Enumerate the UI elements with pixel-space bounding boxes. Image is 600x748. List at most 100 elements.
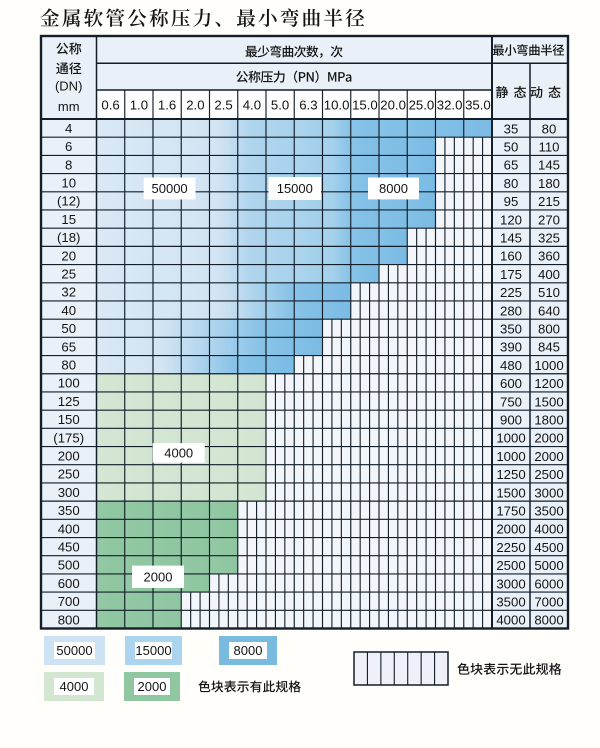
svg-text:500: 500 (58, 558, 80, 573)
svg-text:15000: 15000 (277, 181, 313, 196)
svg-text:1500: 1500 (496, 485, 525, 500)
svg-text:40: 40 (61, 303, 76, 318)
svg-text:15.0: 15.0 (352, 97, 378, 112)
svg-text:20.0: 20.0 (380, 97, 406, 112)
svg-text:15: 15 (61, 212, 76, 227)
svg-text:480: 480 (500, 358, 522, 373)
svg-text:4000: 4000 (164, 446, 193, 461)
svg-text:900: 900 (500, 413, 522, 428)
svg-text:35.0: 35.0 (465, 97, 491, 112)
svg-text:3000: 3000 (496, 576, 525, 591)
svg-text:32: 32 (61, 285, 76, 300)
svg-text:4000: 4000 (496, 613, 525, 628)
svg-text:50000: 50000 (152, 181, 188, 196)
svg-text:250: 250 (58, 467, 80, 482)
svg-text:2000: 2000 (496, 522, 525, 537)
svg-text:4.0: 4.0 (243, 97, 261, 112)
svg-text:80: 80 (61, 358, 76, 373)
svg-text:50000: 50000 (56, 643, 92, 658)
svg-text:2250: 2250 (496, 540, 525, 555)
svg-text:4000: 4000 (60, 679, 89, 694)
svg-text:225: 225 (500, 285, 522, 300)
svg-text:1800: 1800 (534, 413, 563, 428)
svg-text:50: 50 (504, 140, 519, 155)
svg-text:3500: 3500 (534, 504, 563, 519)
svg-text:1200: 1200 (534, 376, 563, 391)
svg-text:1500: 1500 (534, 394, 563, 409)
svg-text:145: 145 (538, 158, 560, 173)
svg-text:50: 50 (61, 321, 76, 336)
svg-text:125: 125 (58, 394, 80, 409)
svg-text:280: 280 (500, 303, 522, 318)
svg-text:390: 390 (500, 340, 522, 355)
svg-text:100: 100 (58, 376, 80, 391)
svg-text:95: 95 (504, 194, 519, 209)
svg-text:7000: 7000 (534, 595, 563, 610)
svg-text:25: 25 (61, 267, 76, 282)
svg-text:300: 300 (58, 485, 80, 500)
svg-text:510: 510 (538, 285, 560, 300)
svg-text:8000: 8000 (379, 181, 408, 196)
svg-text:3000: 3000 (534, 485, 563, 500)
svg-text:10.0: 10.0 (324, 97, 350, 112)
svg-text:25.0: 25.0 (409, 97, 435, 112)
svg-text:360: 360 (538, 249, 560, 264)
svg-text:35: 35 (504, 121, 519, 136)
svg-text:(DN): (DN) (55, 78, 82, 93)
svg-text:350: 350 (58, 503, 80, 518)
svg-text:65: 65 (504, 158, 519, 173)
svg-text:110: 110 (538, 140, 559, 155)
svg-text:145: 145 (500, 231, 522, 246)
svg-text:1000: 1000 (496, 431, 525, 446)
svg-text:1.0: 1.0 (130, 97, 148, 112)
svg-text:20: 20 (61, 248, 76, 263)
svg-text:3500: 3500 (496, 595, 525, 610)
svg-text:350: 350 (500, 322, 522, 337)
svg-text:2000: 2000 (138, 679, 167, 694)
svg-text:750: 750 (500, 394, 522, 409)
svg-text:215: 215 (538, 194, 560, 209)
svg-text:160: 160 (500, 249, 522, 264)
svg-text:8000: 8000 (534, 613, 563, 628)
svg-text:0.6: 0.6 (101, 97, 119, 112)
svg-text:(18): (18) (57, 230, 80, 245)
svg-text:15000: 15000 (135, 643, 171, 658)
svg-text:6000: 6000 (534, 576, 563, 591)
svg-text:400: 400 (538, 267, 560, 282)
svg-text:175: 175 (500, 267, 522, 282)
svg-text:6: 6 (65, 139, 72, 154)
svg-text:80: 80 (504, 176, 519, 191)
svg-text:(12): (12) (57, 194, 80, 209)
svg-text:6.3: 6.3 (299, 97, 317, 112)
svg-text:mm: mm (58, 99, 80, 114)
svg-text:450: 450 (58, 540, 80, 555)
svg-text:2000: 2000 (144, 570, 173, 585)
svg-text:800: 800 (58, 612, 80, 627)
svg-text:800: 800 (538, 322, 560, 337)
svg-text:1000: 1000 (534, 358, 563, 373)
svg-text:8000: 8000 (234, 643, 263, 658)
svg-text:2000: 2000 (534, 449, 563, 464)
svg-text:5000: 5000 (534, 558, 563, 573)
svg-text:1250: 1250 (496, 467, 525, 482)
svg-text:600: 600 (500, 376, 522, 391)
svg-text:32.0: 32.0 (437, 97, 463, 112)
svg-text:845: 845 (538, 340, 560, 355)
svg-text:1750: 1750 (496, 504, 525, 519)
svg-text:2.0: 2.0 (186, 97, 204, 112)
svg-text:2.5: 2.5 (214, 97, 232, 112)
svg-text:120: 120 (500, 212, 522, 227)
svg-text:700: 700 (58, 594, 80, 609)
svg-text:180: 180 (538, 176, 560, 191)
svg-text:5.0: 5.0 (271, 97, 289, 112)
svg-text:65: 65 (61, 339, 76, 354)
svg-text:1.6: 1.6 (158, 97, 176, 112)
svg-text:270: 270 (538, 212, 560, 227)
svg-text:2500: 2500 (496, 558, 525, 573)
svg-text:325: 325 (538, 231, 560, 246)
svg-text:600: 600 (58, 576, 80, 591)
svg-text:2000: 2000 (534, 431, 563, 446)
svg-text:400: 400 (58, 521, 80, 536)
svg-text:1000: 1000 (496, 449, 525, 464)
svg-text:640: 640 (538, 303, 560, 318)
